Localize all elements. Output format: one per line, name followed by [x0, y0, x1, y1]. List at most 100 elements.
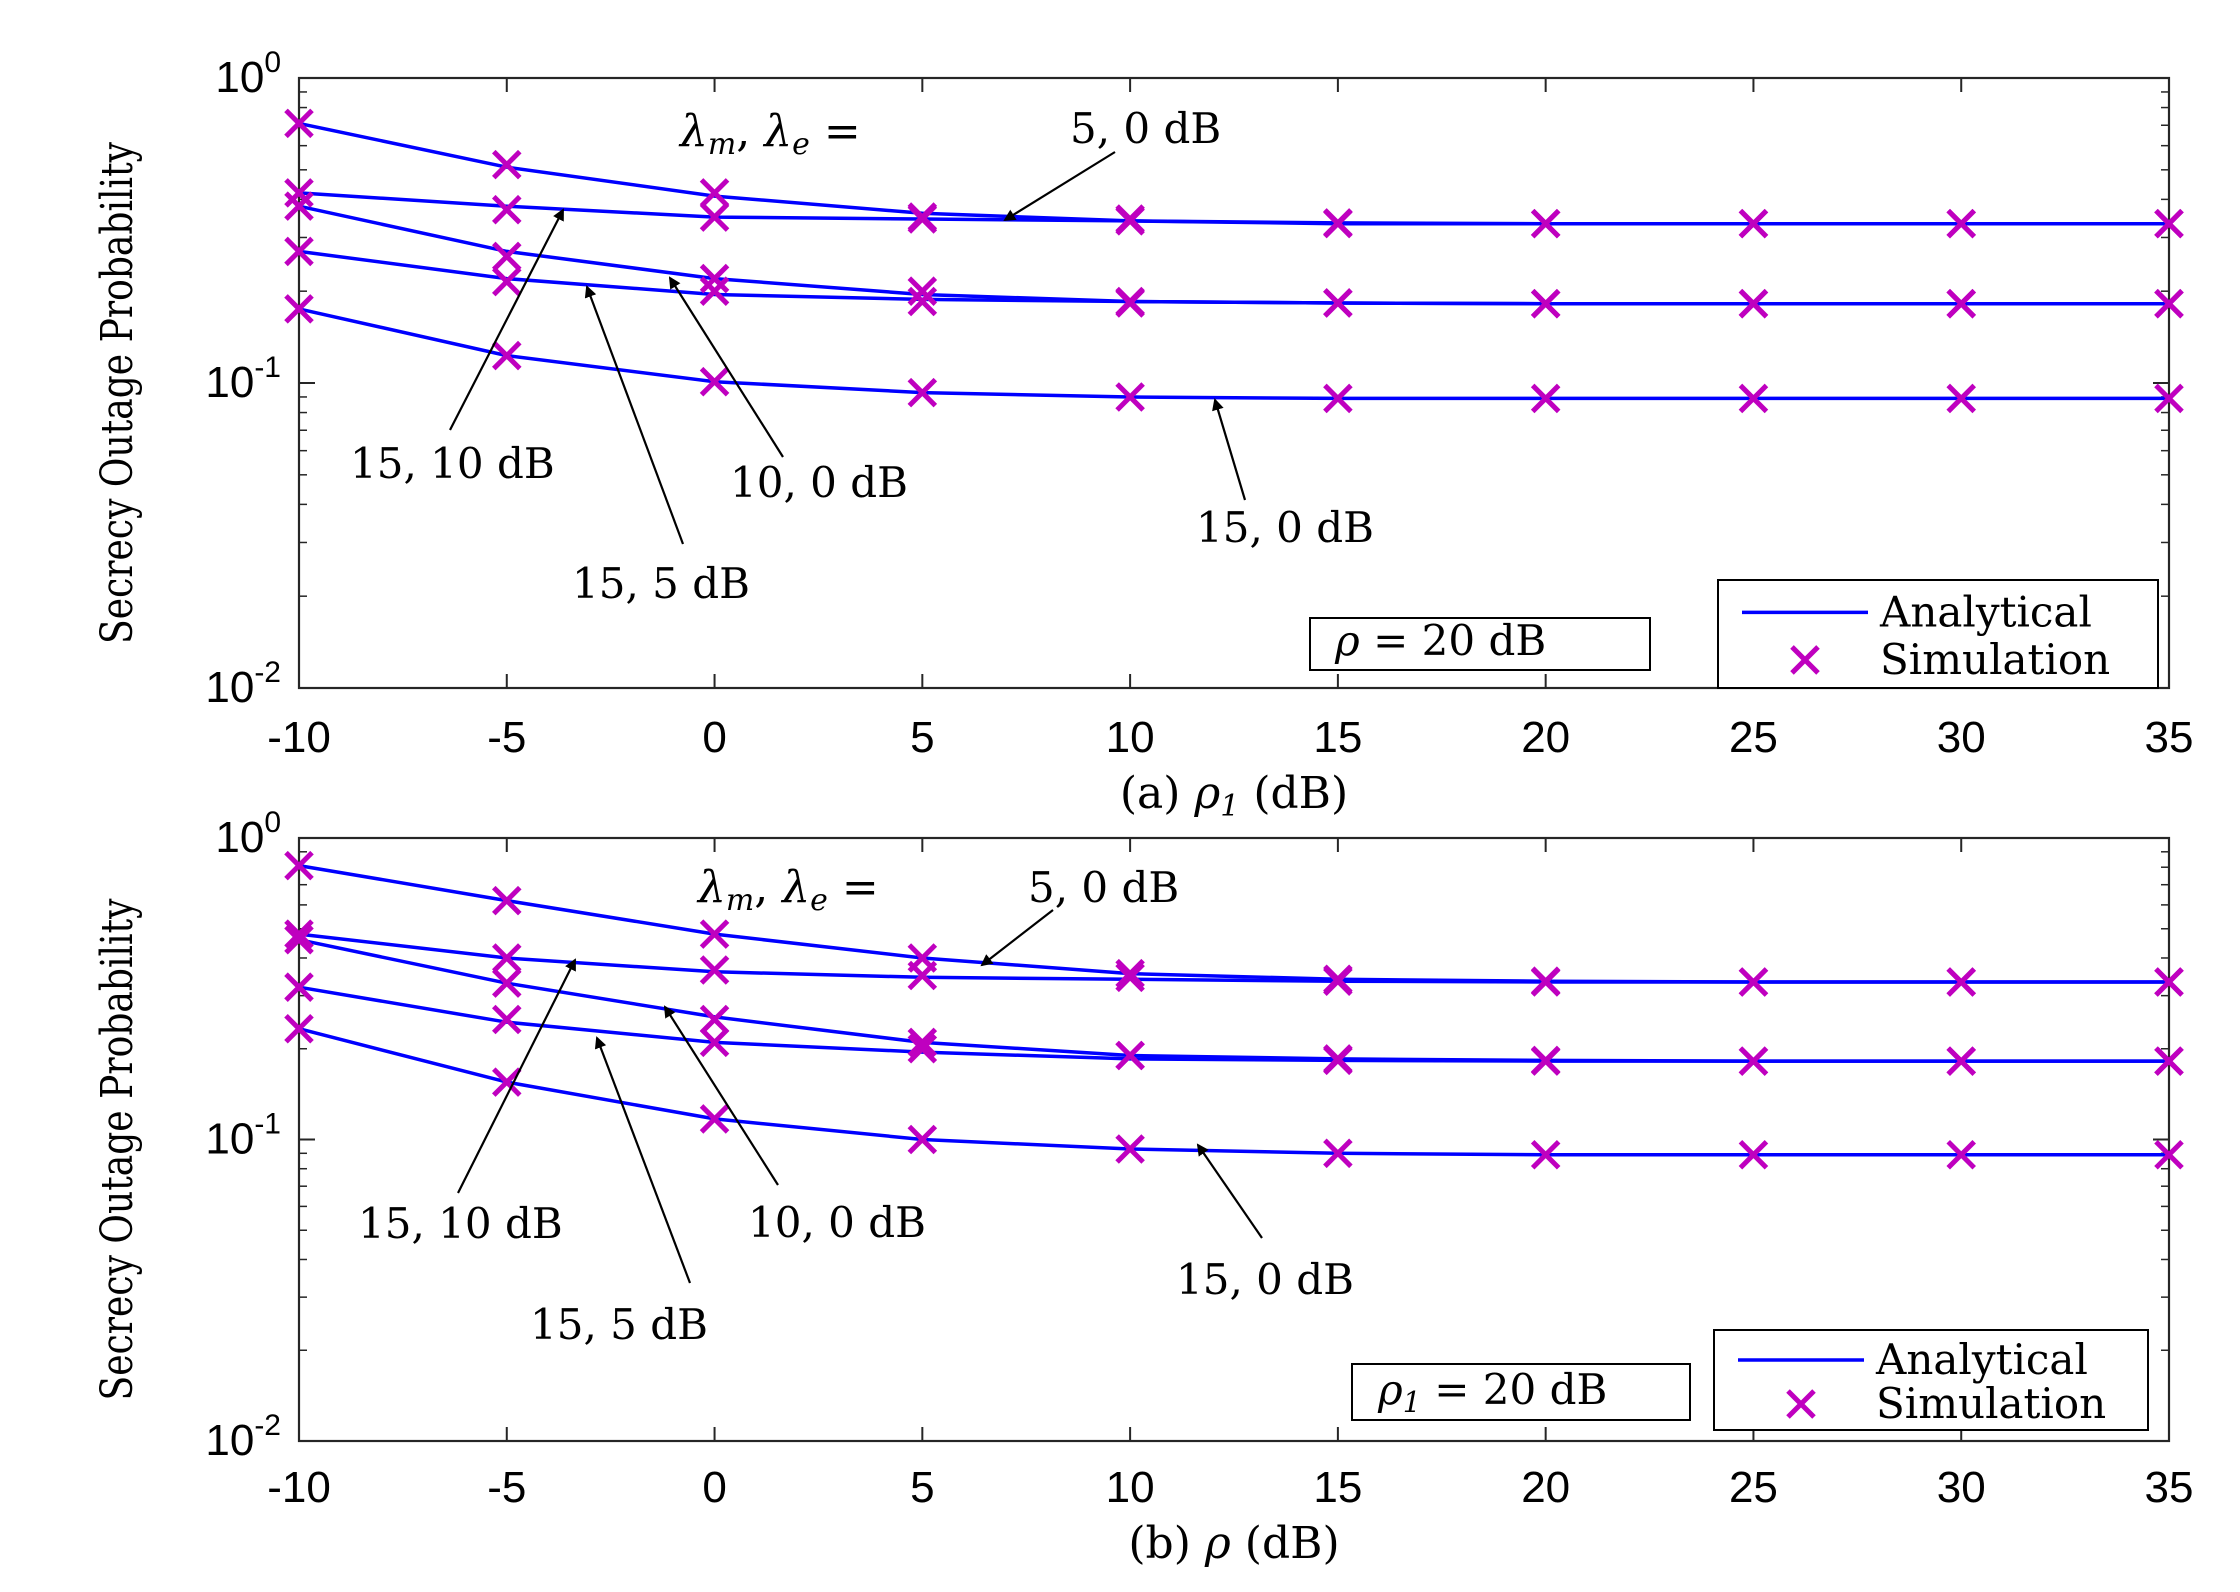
- x-tick-label: 35: [2145, 1463, 2194, 1512]
- x-tick-label: 20: [1521, 1463, 1570, 1512]
- simulation-marker: [2154, 1046, 2184, 1076]
- x-tick-label: 10: [1106, 1463, 1155, 1512]
- simulation-marker: [1738, 288, 1769, 319]
- simulation-marker: [2154, 288, 2184, 319]
- simulation-marker: [1115, 382, 1145, 412]
- y-tick-label: 10-2: [205, 656, 281, 712]
- x-tick-label: 5: [910, 713, 934, 762]
- simulation-marker: [284, 850, 314, 881]
- simulation-marker: [907, 1033, 938, 1064]
- annotation-arrow: [663, 1005, 779, 1186]
- simulation-marker: [907, 377, 938, 408]
- annotation-arrow: [584, 285, 685, 545]
- simulation-marker: [699, 202, 730, 232]
- simulation-marker: [492, 968, 522, 998]
- simulation-marker: [1946, 1046, 1976, 1076]
- annotation-label: 5, 0 dB: [1028, 863, 1179, 912]
- simulation-marker: [1115, 958, 1145, 989]
- simulation-marker: [284, 919, 314, 949]
- x-tick-label: -10: [267, 1463, 331, 1512]
- simulation-marker: [284, 108, 314, 139]
- analytical-line-1: [298, 932, 2169, 984]
- legend-label-simulation: Simulation: [1880, 635, 2110, 684]
- simulation-marker: [1115, 1134, 1145, 1164]
- simulation-marker: [907, 286, 938, 317]
- simulation-marker: [284, 1013, 314, 1044]
- x-tick-label: 35: [2145, 713, 2194, 762]
- annotation-arrow: [1212, 398, 1247, 501]
- simulation-marker: [1323, 288, 1353, 318]
- simulation-marker: [1323, 966, 1353, 996]
- annotation-arrow: [668, 276, 784, 458]
- simulation-marker: [1323, 1138, 1353, 1169]
- x-tick-label: 25: [1729, 1463, 1778, 1512]
- analytical-line-3: [298, 985, 2169, 1063]
- annotation-label: 15, 0 dB: [1196, 503, 1374, 552]
- lambda-header-label: λm​, λe​ =: [696, 862, 879, 918]
- annotation-label: 5, 0 dB: [1070, 104, 1221, 153]
- simulation-marker: [699, 955, 730, 985]
- simulation-marker: [492, 1067, 522, 1097]
- x-tick-label: -5: [487, 1463, 526, 1512]
- simulation-marker: [1530, 967, 1561, 997]
- simulation-marker: [1738, 1046, 1769, 1076]
- simulation-marker: [1323, 208, 1353, 238]
- simulation-marker: [492, 194, 522, 225]
- simulation-marker: [1738, 967, 1769, 997]
- simulation-marker: [2154, 383, 2184, 414]
- x-tick-label: 30: [1937, 713, 1986, 762]
- lambda-header-label: λm​, λe​ =: [678, 106, 861, 162]
- annotation-label: 15, 0 dB: [1176, 1255, 1354, 1304]
- annotation-arrow: [594, 1036, 692, 1284]
- simulation-marker: [492, 1004, 522, 1035]
- simulation-marker: [492, 241, 522, 272]
- legend-cross-swatch: [1786, 1389, 1816, 1419]
- legend-box: [1713, 1329, 2149, 1431]
- analytical-line-4: [298, 1027, 2169, 1157]
- simulation-marker: [1946, 383, 1976, 414]
- annotation-arrow: [457, 958, 576, 1194]
- param-box: [1309, 617, 1651, 671]
- simulation-marker: [492, 266, 522, 297]
- param-box-label: ρ1​ = 20 dB: [1377, 1365, 1607, 1419]
- simulation-marker: [1530, 383, 1561, 414]
- simulation-marker: [699, 276, 730, 306]
- annotation-label: 15, 5 dB: [572, 559, 750, 608]
- panel-label: (b) ρ (dB): [1128, 1518, 1339, 1569]
- simulation-marker: [699, 1027, 730, 1058]
- y-tick-label: 10-2: [205, 1409, 281, 1465]
- x-tick-label: 0: [702, 1463, 726, 1512]
- annotation-label: 15, 10 dB: [358, 1199, 563, 1248]
- simulation-marker: [1946, 288, 1976, 319]
- simulation-marker: [1738, 1139, 1769, 1170]
- annotation-label: 15, 10 dB: [350, 439, 555, 488]
- legend-cross-swatch: [1790, 645, 1820, 675]
- legend-label-analytical: Analytical: [1875, 1335, 2088, 1384]
- legend-box: [1717, 579, 2159, 689]
- x-tick-label: -5: [487, 713, 526, 762]
- x-tick-label: 30: [1937, 1463, 1986, 1512]
- simulation-marker: [907, 204, 938, 234]
- param-box: [1351, 1363, 1691, 1421]
- simulation-marker: [699, 1004, 730, 1035]
- simulation-marker: [2154, 208, 2184, 239]
- annotation-arrow: [449, 208, 564, 431]
- simulation-marker: [1115, 288, 1145, 318]
- simulation-marker: [284, 924, 314, 955]
- legend-label-analytical: Analytical: [1879, 587, 2092, 636]
- simulation-marker: [1115, 204, 1145, 234]
- simulation-marker: [699, 178, 730, 208]
- simulation-marker: [1323, 383, 1353, 414]
- y-tick-label: 10-1: [205, 351, 281, 407]
- annotation-label: 10, 0 dB: [730, 458, 908, 507]
- x-tick-label: 15: [1313, 713, 1362, 762]
- analytical-line-1: [298, 191, 2169, 226]
- simulation-marker: [699, 366, 730, 397]
- simulation-marker: [1738, 383, 1769, 414]
- simulation-marker: [1115, 1040, 1145, 1071]
- x-tick-label: 20: [1521, 713, 1570, 762]
- simulation-marker: [699, 1104, 730, 1134]
- y-axis-label: Secrecy Outage Probability: [93, 142, 143, 644]
